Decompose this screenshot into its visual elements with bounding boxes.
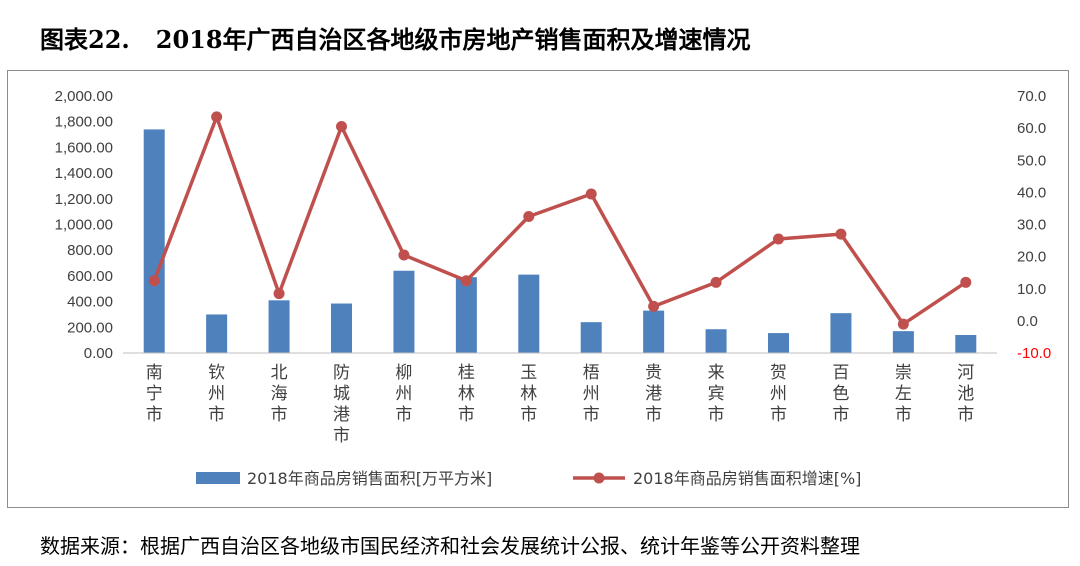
x-tick-label: 百色市 (832, 363, 849, 425)
growth-point (648, 300, 660, 312)
y-left-tick-label: 800.00 (67, 242, 113, 259)
y-right-tick-label: 20.0 (1017, 249, 1046, 266)
x-tick-label: 钦州市 (208, 363, 225, 425)
y-left-tick-label: 600.00 (67, 268, 113, 285)
bar (331, 303, 352, 353)
y-right-tick-label: 60.0 (1017, 120, 1046, 137)
x-tick-label: 北海市 (271, 363, 288, 425)
x-tick-label: 梧州市 (583, 363, 600, 425)
bar (455, 277, 477, 353)
y-left-tick-label: 400.00 (67, 294, 113, 311)
x-tick-label: 来宾市 (708, 363, 725, 425)
y-left-tick-label: 1,000.00 (55, 217, 113, 234)
bar (518, 274, 540, 353)
legend-swatch-marker (593, 472, 605, 484)
bar (705, 329, 727, 353)
growth-point (585, 188, 597, 200)
growth-point (523, 210, 535, 222)
source-note: 数据来源：根据广西自治区各地级市国民经济和社会发展统计公报、统计年鉴等公开资料整… (40, 534, 860, 558)
x-tick-label: 桂林市 (458, 363, 475, 425)
chart-frame (7, 70, 1069, 508)
bar (393, 270, 415, 353)
x-tick-label: 崇左市 (895, 363, 912, 425)
y-left-tick-label: 1,600.00 (55, 139, 113, 156)
y-right-tick-label: 10.0 (1017, 281, 1046, 298)
bar (268, 300, 290, 353)
growth-point (835, 228, 847, 240)
y-left-tick-label: 0.00 (84, 345, 113, 362)
bar (768, 333, 789, 353)
x-tick-label: 防城港市 (333, 363, 350, 446)
combo-chart: 0.00 200.00 400.00 600.00 800.00 1,000.00 1,20… (55, 88, 1052, 488)
bar (892, 331, 914, 353)
y-left-tick-label: 1,800.00 (55, 114, 113, 131)
growth-point (897, 318, 909, 330)
x-tick-label: 贵港市 (645, 363, 662, 425)
growth-point (460, 275, 472, 287)
chart-title-number: 图表22. (40, 25, 130, 54)
growth-point (336, 121, 347, 133)
bar (580, 322, 602, 353)
y-left-tick-label: 2,000.00 (55, 88, 113, 105)
x-tick-label: 南宁市 (146, 363, 163, 425)
growth-line (152, 115, 967, 326)
legend-swatch-bar (196, 472, 240, 484)
y-right-tick-label: 40.0 (1017, 184, 1046, 201)
bar (830, 313, 852, 353)
y-right-tick-label: 50.0 (1017, 152, 1046, 169)
y-right-tick-label: 30.0 (1017, 217, 1046, 234)
growth-point (148, 275, 160, 287)
growth-point (960, 276, 972, 288)
legend-label-bar: 2018年商品房销售面积[万平方米] (247, 469, 492, 488)
y-right-tick-label: -10.0 (1017, 345, 1051, 362)
x-tick-label: 玉林市 (520, 363, 537, 425)
growth-point (273, 288, 285, 300)
growth-point (211, 111, 223, 123)
legend-label-line: 2018年商品房销售面积增速[%] (633, 469, 861, 488)
growth-point (773, 233, 784, 245)
x-tick-label: 河池市 (957, 363, 974, 425)
x-tick-label: 贺州市 (770, 363, 787, 425)
bar (206, 314, 228, 353)
bar (143, 129, 165, 353)
growth-point (398, 249, 410, 261)
y-left-tick-label: 1,400.00 (55, 165, 113, 182)
y-right-tick-label: 70.0 (1017, 88, 1046, 105)
y-left-tick-label: 1,200.00 (55, 191, 113, 208)
bar (955, 335, 977, 353)
x-tick-label: 柳州市 (395, 363, 412, 425)
y-right-tick-label: 0.0 (1017, 313, 1038, 330)
chart-title-text: 2018年广西自治区各地级市房地产销售面积及增速情况 (155, 25, 751, 54)
y-left-tick-label: 200.00 (67, 319, 113, 336)
growth-point (710, 276, 722, 288)
bar (643, 310, 665, 353)
chart-title: 图表22. 2018年广西自治区各地级市房地产销售面积及增速情况 (40, 20, 751, 55)
